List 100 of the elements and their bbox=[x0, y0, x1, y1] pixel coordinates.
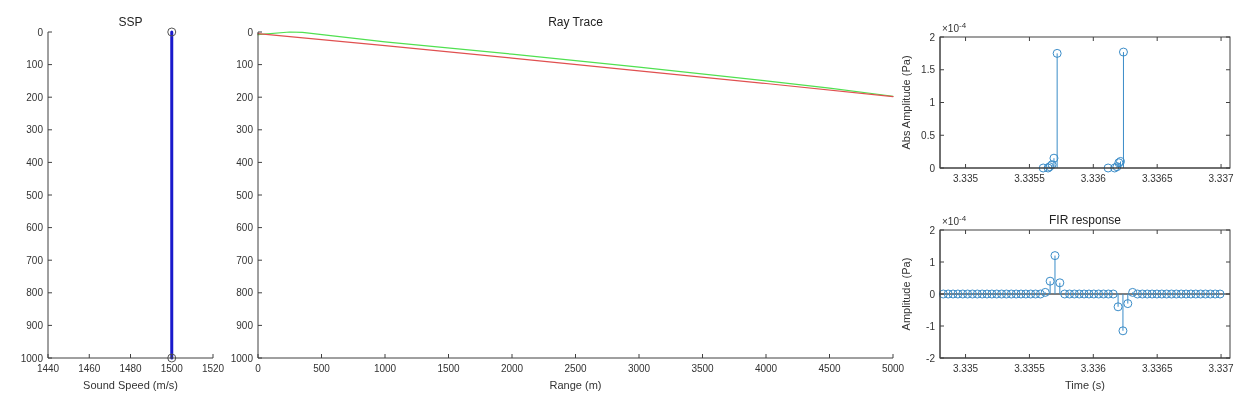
y-tick-label: 0.5 bbox=[921, 129, 936, 141]
point bbox=[1103, 163, 1113, 173]
x-tick-label: 3.336 bbox=[1080, 173, 1107, 184]
point bbox=[982, 289, 992, 299]
y-tick-label: 1.5 bbox=[921, 64, 936, 76]
chart-title: FIR response bbox=[1048, 213, 1122, 227]
point bbox=[1113, 302, 1123, 312]
point bbox=[1118, 47, 1128, 57]
x-tick-label: 3.335 bbox=[953, 173, 979, 184]
point bbox=[943, 289, 953, 299]
x-tick-label: 3000 bbox=[627, 363, 651, 374]
point bbox=[1050, 251, 1060, 261]
y-tick-label: -2 bbox=[926, 352, 936, 364]
point bbox=[1142, 289, 1152, 299]
y-tick-label: 800 bbox=[236, 287, 254, 299]
point bbox=[1196, 289, 1206, 299]
y-tick-label: 1 bbox=[929, 97, 936, 108]
point bbox=[1162, 289, 1172, 299]
point bbox=[1084, 289, 1094, 299]
point bbox=[1205, 289, 1215, 299]
y-tick-label: 0 bbox=[929, 288, 936, 300]
x-tick-label: 3.3365 bbox=[1141, 173, 1173, 184]
y-tick-label: 700 bbox=[26, 254, 44, 266]
x-tick-label: 1520 bbox=[201, 363, 225, 374]
point bbox=[1049, 153, 1059, 163]
point bbox=[948, 289, 958, 299]
y-tick-label: 900 bbox=[26, 319, 44, 331]
point bbox=[1026, 289, 1036, 299]
text: ×10$^{-4}$ bbox=[942, 20, 967, 34]
point bbox=[1074, 289, 1084, 299]
point bbox=[1176, 289, 1186, 299]
y-tick-label: 100 bbox=[236, 59, 254, 71]
point bbox=[1021, 289, 1031, 299]
x-tick-label: 1480 bbox=[119, 363, 143, 374]
point bbox=[938, 289, 948, 299]
point bbox=[1118, 326, 1128, 336]
point bbox=[958, 289, 968, 299]
x-tick-label: 3.3355 bbox=[1014, 363, 1046, 374]
y-tick-label: 1000 bbox=[20, 352, 44, 364]
point bbox=[1055, 278, 1065, 288]
x-axis-title: Range (m) bbox=[549, 379, 602, 391]
point bbox=[1065, 289, 1075, 299]
y-tick-label: 900 bbox=[236, 319, 254, 331]
x-axis-title: Sound Speed (m/s) bbox=[83, 379, 178, 391]
point bbox=[1123, 299, 1133, 309]
point bbox=[1200, 289, 1210, 299]
y-tick-label: 500 bbox=[236, 189, 254, 201]
y-tick-label: 300 bbox=[26, 124, 44, 136]
point bbox=[1011, 289, 1021, 299]
x-tick-label: 4000 bbox=[754, 363, 778, 374]
chart-title: Ray Trace bbox=[548, 15, 604, 29]
point bbox=[1152, 289, 1162, 299]
point bbox=[1157, 289, 1167, 299]
point bbox=[967, 289, 977, 299]
x-tick-label: 4500 bbox=[818, 363, 842, 374]
point bbox=[1171, 289, 1181, 299]
point bbox=[1045, 276, 1055, 286]
x-tick-label: 3.337 bbox=[1208, 173, 1234, 184]
y-tick-label: 200 bbox=[26, 91, 44, 103]
y-tick-label: 600 bbox=[26, 222, 44, 234]
x-axis-title: Time (s) bbox=[1065, 379, 1105, 391]
point bbox=[1031, 289, 1041, 299]
y-tick-label: 400 bbox=[236, 156, 254, 168]
point bbox=[1210, 289, 1220, 299]
y-tick-label: 400 bbox=[26, 156, 44, 168]
point bbox=[977, 289, 987, 299]
x-tick-label: 1460 bbox=[78, 363, 101, 374]
point bbox=[1181, 289, 1191, 299]
x-tick-label: 1500 bbox=[160, 363, 184, 374]
point bbox=[1103, 289, 1113, 299]
point bbox=[987, 289, 997, 299]
point bbox=[1006, 289, 1016, 299]
x-tick-label: 1500 bbox=[437, 363, 461, 374]
y-tick-label: 0 bbox=[247, 26, 254, 38]
x-tick-label: 0 bbox=[255, 363, 262, 374]
point bbox=[1133, 289, 1143, 299]
y-tick-label: 700 bbox=[236, 254, 254, 266]
point bbox=[997, 289, 1007, 299]
point bbox=[1089, 289, 1099, 299]
y-tick-label: -1 bbox=[926, 320, 936, 332]
point bbox=[1040, 287, 1050, 297]
x-tick-label: 3500 bbox=[691, 363, 715, 374]
x-tick-label: 5000 bbox=[881, 363, 905, 374]
y-tick-label: 2 bbox=[929, 224, 936, 236]
point bbox=[1069, 289, 1079, 299]
y-tick-label: 1000 bbox=[230, 352, 254, 364]
point bbox=[1215, 289, 1225, 299]
x-tick-label: 3.336 bbox=[1080, 363, 1107, 374]
point bbox=[1060, 289, 1070, 299]
point bbox=[1094, 289, 1104, 299]
point bbox=[972, 289, 982, 299]
y-tick-label: 100 bbox=[26, 59, 44, 71]
y-axis-title: Abs Amplitude (Pa) bbox=[900, 55, 912, 150]
y-tick-label: 0 bbox=[37, 26, 44, 38]
x-tick-label: 2500 bbox=[564, 363, 588, 374]
point bbox=[953, 289, 963, 299]
x-tick-label: 500 bbox=[313, 363, 331, 374]
point bbox=[1052, 48, 1062, 58]
point bbox=[1001, 289, 1011, 299]
y-tick-label: 800 bbox=[26, 287, 44, 299]
